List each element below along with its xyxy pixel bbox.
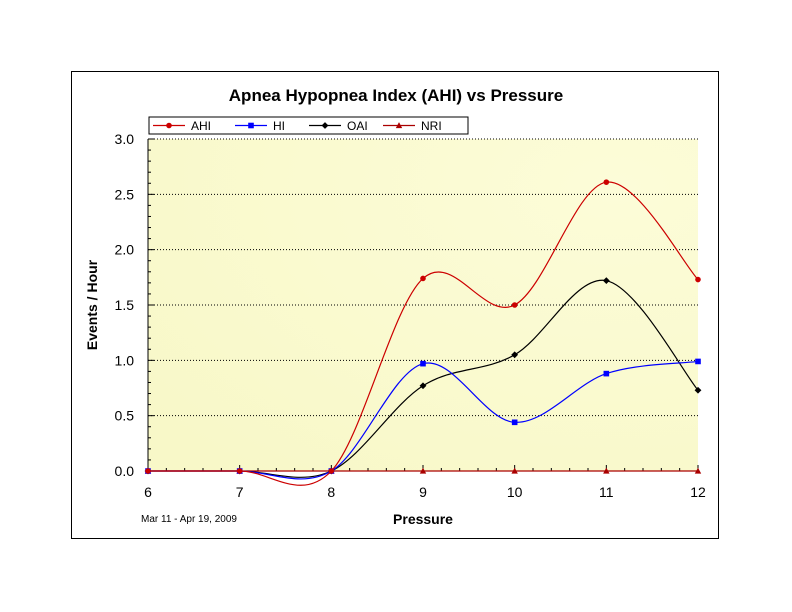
- y-tick-label: 2.5: [115, 186, 135, 202]
- x-tick-label: 6: [144, 484, 152, 500]
- legend-label: NRI: [421, 119, 442, 133]
- y-tick-label: 1.0: [115, 352, 135, 368]
- data-point: [511, 419, 518, 426]
- chart-frame: Apnea Hypopnea Index (AHI) vs Pressure 0…: [71, 71, 719, 539]
- legend-marker: [166, 122, 172, 129]
- series-ahi: [145, 179, 701, 486]
- data-point: [603, 179, 610, 185]
- legend: AHI HI OAI NRI: [148, 116, 469, 135]
- date-range-footnote: Mar 11 - Apr 19, 2009: [141, 514, 237, 525]
- data-point: [603, 467, 610, 474]
- data-point: [511, 467, 518, 474]
- y-tick-label: 1.5: [115, 297, 135, 313]
- data-point: [145, 468, 151, 474]
- data-point: [694, 386, 702, 394]
- data-point: [694, 467, 702, 474]
- x-tick-label: 9: [419, 484, 427, 500]
- data-point: [511, 351, 519, 359]
- chart-svg: Apnea Hypopnea Index (AHI) vs Pressure 0…: [84, 86, 706, 527]
- chart-title: Apnea Hypopnea Index (AHI) vs Pressure: [229, 86, 563, 105]
- plot-area: [148, 139, 698, 471]
- data-point: [511, 302, 518, 308]
- legend-label: OAI: [347, 119, 368, 133]
- legend-marker: [395, 122, 403, 129]
- y-axis-label: Events / Hour: [84, 259, 100, 350]
- x-tick-label: 11: [599, 484, 614, 500]
- x-tick-label: 12: [690, 484, 706, 500]
- data-point: [419, 382, 427, 390]
- data-point: [603, 370, 610, 377]
- series-layer: [144, 179, 702, 486]
- data-point: [328, 468, 335, 474]
- x-axis-label: Pressure: [393, 511, 453, 527]
- data-point: [420, 275, 426, 282]
- data-point: [420, 360, 426, 367]
- legend-label: HI: [273, 119, 285, 133]
- legend-marker: [248, 122, 254, 129]
- data-point: [236, 468, 243, 474]
- legend-label: AHI: [191, 119, 211, 133]
- y-tick-label: 3.0: [115, 131, 135, 147]
- y-tick-label: 0.5: [115, 408, 135, 424]
- x-tick-label: 8: [327, 484, 335, 500]
- y-tick-label: 2.0: [115, 242, 135, 258]
- x-tick-label: 10: [507, 484, 523, 500]
- data-point: [695, 358, 701, 365]
- data-point: [419, 467, 427, 474]
- x-tick-label: 7: [236, 484, 244, 500]
- legend-box: [148, 116, 469, 135]
- data-point: [602, 277, 610, 285]
- y-tick-label: 0.0: [115, 463, 135, 479]
- data-point: [695, 276, 701, 283]
